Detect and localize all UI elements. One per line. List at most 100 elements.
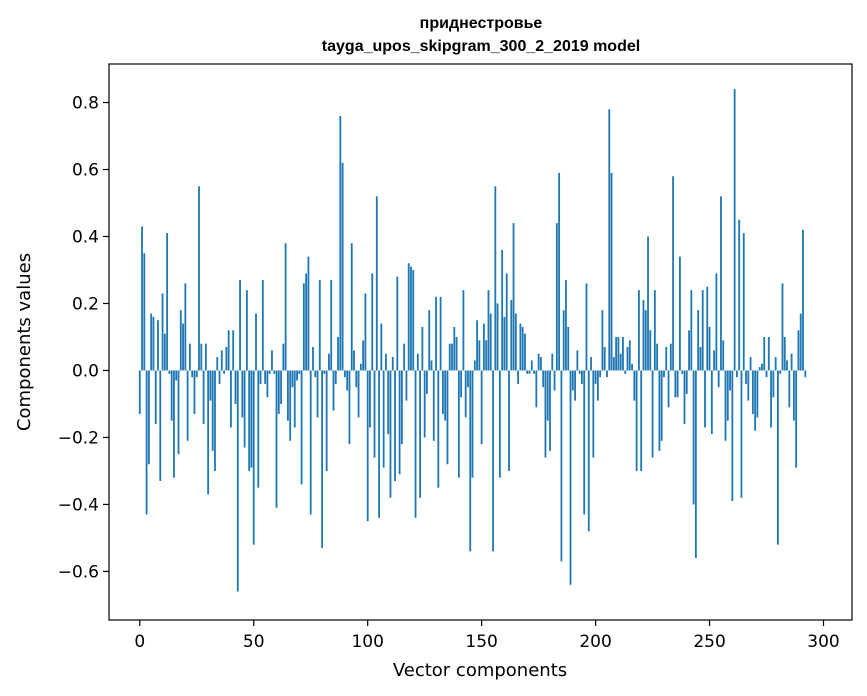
bar-8 <box>157 320 159 371</box>
bar-285 <box>788 370 791 408</box>
x-tick-label: 0 <box>134 632 145 652</box>
bar-24 <box>193 370 196 415</box>
bar-160 <box>503 316 506 371</box>
bar-280 <box>777 370 779 545</box>
bar-14 <box>170 370 173 421</box>
bar-243 <box>692 370 695 505</box>
bar-197 <box>587 370 590 532</box>
bar-288 <box>795 370 798 468</box>
bar-262 <box>735 370 738 378</box>
bar-143 <box>464 370 467 418</box>
bar-189 <box>569 370 572 585</box>
bar-227 <box>656 343 659 371</box>
y-tick-label: −0.2 <box>58 428 99 448</box>
bar-217 <box>633 370 636 401</box>
x-tick-label: 200 <box>579 632 611 652</box>
bar-216 <box>631 363 633 371</box>
bar-50 <box>252 370 255 545</box>
bar-263 <box>738 219 741 371</box>
y-axis: −0.6 −0.4 −0.2 0.0 0.2 0.4 0.6 0.8 <box>58 94 109 582</box>
bar-238 <box>681 370 684 374</box>
bar-215 <box>628 340 631 371</box>
bar-145 <box>469 370 472 552</box>
bar-120 <box>412 269 415 371</box>
bar-27 <box>200 343 203 371</box>
y-tick-label: 0.2 <box>72 294 99 314</box>
bar-199 <box>592 370 595 458</box>
bar-179 <box>546 370 549 421</box>
bar-39 <box>227 330 230 371</box>
x-tick-label: 300 <box>807 632 839 652</box>
bar-171 <box>528 370 531 374</box>
bar-212 <box>622 336 624 371</box>
bar-66 <box>289 370 292 441</box>
bar-71 <box>300 370 303 485</box>
bar-18 <box>179 310 182 371</box>
bar-219 <box>637 290 640 371</box>
bar-113 <box>396 276 399 371</box>
bar-58 <box>271 350 273 371</box>
bar-103 <box>373 370 376 458</box>
bar-86 <box>334 370 337 384</box>
bar-87 <box>337 336 339 371</box>
bar-114 <box>398 370 401 475</box>
bar-49 <box>250 370 253 468</box>
bar-268 <box>749 357 752 371</box>
bar-54 <box>261 280 264 371</box>
bar-73 <box>305 273 308 371</box>
bar-70 <box>298 370 301 374</box>
bar-175 <box>537 353 540 371</box>
y-tick-label: 0.4 <box>72 227 99 247</box>
bar-124 <box>421 326 424 371</box>
bar-264 <box>740 370 743 498</box>
bar-98 <box>362 340 365 371</box>
bar-247 <box>701 290 704 371</box>
bar-52 <box>257 370 260 488</box>
bar-153 <box>487 290 490 371</box>
bar-67 <box>291 370 294 388</box>
bar-172 <box>530 360 533 371</box>
bar-21 <box>186 370 189 441</box>
bar-188 <box>567 326 570 371</box>
bar-62 <box>280 370 282 404</box>
bar-169 <box>524 333 526 371</box>
bar-168 <box>521 326 524 371</box>
bar-96 <box>357 370 360 418</box>
bar-150 <box>480 370 483 445</box>
bar-112 <box>394 370 396 481</box>
bar-68 <box>293 370 296 428</box>
x-tick-label: 150 <box>465 632 497 652</box>
bar-291 <box>802 229 804 371</box>
bar-82 <box>325 370 328 471</box>
bar-110 <box>389 370 392 498</box>
bar-1 <box>141 226 143 371</box>
bar-20 <box>184 283 187 371</box>
bar-129 <box>432 370 435 441</box>
bar-40 <box>230 370 232 428</box>
bar-261 <box>733 89 736 371</box>
bar-102 <box>371 273 374 371</box>
chart-subtitle: tayga_upos_skipgram_300_2_2019 model <box>322 38 640 55</box>
bar-132 <box>439 296 442 371</box>
bar-283 <box>783 336 786 371</box>
bar-239 <box>683 370 686 425</box>
bar-286 <box>790 353 793 371</box>
bar-192 <box>576 350 579 371</box>
bar-46 <box>243 370 246 448</box>
bar-284 <box>786 360 788 371</box>
bar-42 <box>234 370 237 404</box>
bar-17 <box>177 370 180 455</box>
bar-292 <box>804 370 807 378</box>
bar-69 <box>296 370 298 381</box>
bar-233 <box>669 343 672 371</box>
bar-31 <box>209 370 212 401</box>
bar-282 <box>781 283 784 371</box>
bar-59 <box>273 370 276 374</box>
bar-105 <box>378 370 380 518</box>
bar-75 <box>309 370 312 515</box>
bar-195 <box>583 370 586 515</box>
bar-241 <box>688 330 690 371</box>
bar-88 <box>339 115 342 371</box>
bar-30 <box>207 370 210 495</box>
bar-53 <box>259 370 262 384</box>
